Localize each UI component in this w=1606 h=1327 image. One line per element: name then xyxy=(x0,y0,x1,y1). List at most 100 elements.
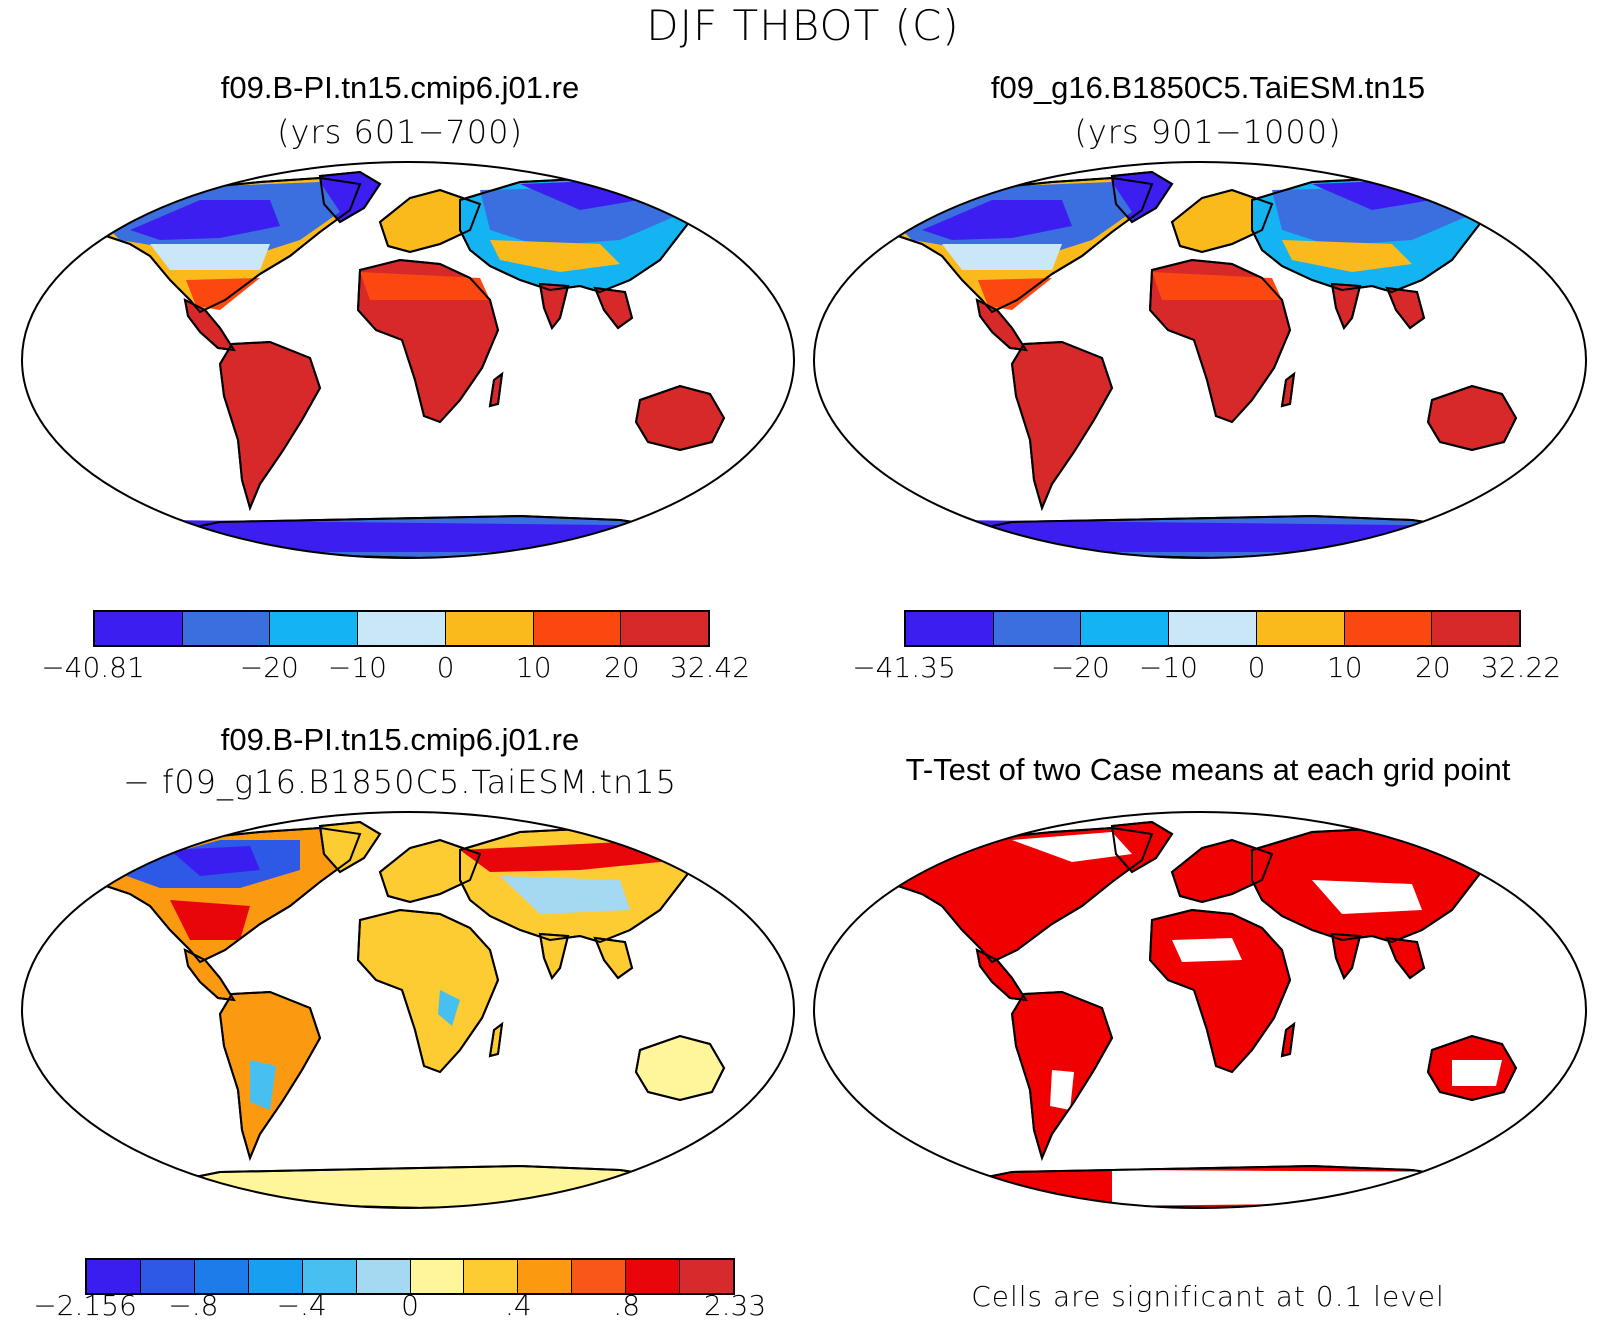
colorbar-tick-label: −.8 xyxy=(168,1289,219,1322)
colorbar-swatch xyxy=(358,612,446,645)
coastline xyxy=(1426,384,1518,452)
coastline xyxy=(1170,188,1274,254)
colorbar-swatch xyxy=(140,1260,195,1293)
non-significant-area xyxy=(1452,1060,1502,1086)
map-border xyxy=(813,811,1587,1209)
colorbar-ticks-top-right: −41.35 −20 −10 0 10 20 32.22 xyxy=(810,652,1606,688)
coastline xyxy=(1148,908,1292,1074)
colorbar-swatch xyxy=(194,1260,249,1293)
coastline xyxy=(318,820,382,874)
colorbar-swatch xyxy=(1432,612,1520,645)
coastline xyxy=(975,948,1028,1002)
non-significant-area xyxy=(1012,832,1132,862)
coastline xyxy=(1110,170,1174,224)
colorbar-swatch xyxy=(1256,612,1345,645)
coastline xyxy=(218,990,322,1162)
coastline xyxy=(318,170,382,224)
colorbar-bottom-left xyxy=(85,1258,735,1295)
contour-warm xyxy=(186,278,260,310)
figure-title: DJF THBOT (C) xyxy=(646,1,960,50)
coastline xyxy=(378,188,482,254)
map-border xyxy=(21,811,795,1209)
contour-warm xyxy=(978,278,1052,310)
contour-mild xyxy=(1282,240,1412,272)
colorbar-swatch xyxy=(1169,612,1257,645)
panel-title-bottom-left: f09.B-PI.tn15.cmip6.j01.re xyxy=(220,722,580,757)
coastline xyxy=(1110,820,1174,874)
colorbar-swatch xyxy=(182,612,271,645)
colorbar-swatch xyxy=(626,1260,681,1293)
panel-subtitle-bottom-left: − f09_g16.B1850C5.TaiESM.tn15 xyxy=(123,763,677,801)
coastline xyxy=(378,838,482,904)
colorbar-tick-label: 10 xyxy=(1326,651,1363,684)
map-top-left xyxy=(21,161,795,559)
coastline xyxy=(1148,258,1292,424)
non-significant-area xyxy=(1050,1070,1074,1110)
coastline xyxy=(1330,932,1362,980)
colorbar-ticks-bottom-left: −2.156 −.8 −.4 0 .4 .8 2.33 xyxy=(0,1290,800,1326)
map-bottom-right xyxy=(813,811,1587,1209)
colorbar-ticks-top-left: −40.81 −20 −10 0 10 20 32.42 xyxy=(0,652,800,688)
colorbar-swatch xyxy=(518,1260,573,1293)
coastline xyxy=(1010,340,1114,512)
coastline xyxy=(1385,936,1426,980)
colorbar-tick-label: −2.156 xyxy=(33,1289,137,1322)
coastline xyxy=(488,371,504,408)
coastline xyxy=(1280,371,1296,408)
colorbar-tick-label: −20 xyxy=(1050,651,1110,684)
coastline xyxy=(538,932,570,980)
colorbar-tick-label: 20 xyxy=(604,651,640,684)
colorbar-tick-label: .8 xyxy=(613,1289,641,1322)
coastline xyxy=(593,936,634,980)
contour-warm xyxy=(360,272,490,300)
panel-title-top-right: f09_g16.B1850C5.TaiESM.tn15 xyxy=(990,70,1426,105)
contour-negative xyxy=(438,990,460,1026)
colorbar-swatch xyxy=(302,1260,357,1293)
colorbar-swatch xyxy=(464,1260,519,1293)
coastline xyxy=(1385,286,1426,330)
colorbar-tick-label: 0 xyxy=(436,651,455,684)
colorbar-tick-label: −10 xyxy=(1138,651,1198,684)
colorbar-top-right xyxy=(904,610,1521,647)
coastline xyxy=(183,298,236,352)
colorbar-tick-label: 10 xyxy=(515,651,552,684)
coastline xyxy=(975,298,1028,352)
colorbar-tick-label: −10 xyxy=(327,651,387,684)
contour-negative xyxy=(170,846,260,876)
coastline xyxy=(356,908,500,1074)
coastline xyxy=(183,948,236,1002)
contour-coldest xyxy=(922,200,1072,240)
contour-negative xyxy=(500,876,630,914)
colorbar-swatch xyxy=(270,612,359,645)
coastline xyxy=(1330,282,1362,330)
contour-mild xyxy=(490,240,620,272)
colorbar-tick-label: 32.42 xyxy=(669,651,751,684)
colorbar-swatch xyxy=(445,612,534,645)
contour-cool xyxy=(942,244,1062,270)
contour-negative xyxy=(250,1060,276,1110)
coastline xyxy=(488,1021,504,1058)
coastline xyxy=(218,340,322,512)
contour-warm xyxy=(1152,272,1282,300)
colorbar-tick-label: 0 xyxy=(1247,651,1266,684)
non-significant-area xyxy=(1312,880,1422,914)
colorbar-swatch xyxy=(621,612,709,645)
coastline xyxy=(538,282,570,330)
coastline xyxy=(1280,1021,1296,1058)
coastline xyxy=(593,286,634,330)
colorbar-tick-label: .4 xyxy=(504,1289,532,1322)
panel-subtitle-top-left: (yrs 601−700) xyxy=(277,113,523,151)
colorbar-tick-label: −.4 xyxy=(276,1289,327,1322)
contour-positive xyxy=(170,900,250,940)
coastline xyxy=(356,258,500,424)
map-border xyxy=(813,161,1587,559)
colorbar-swatch xyxy=(410,1260,465,1293)
colorbar-tick-label: 0 xyxy=(401,1289,419,1322)
colorbar-swatch xyxy=(95,612,183,645)
colorbar-tick-label: 2.33 xyxy=(703,1289,767,1322)
colorbar-swatch xyxy=(1344,612,1433,645)
colorbar-swatch xyxy=(356,1260,411,1293)
coastline xyxy=(1426,1034,1518,1102)
colorbar-swatch xyxy=(993,612,1082,645)
map-top-right xyxy=(813,161,1587,559)
